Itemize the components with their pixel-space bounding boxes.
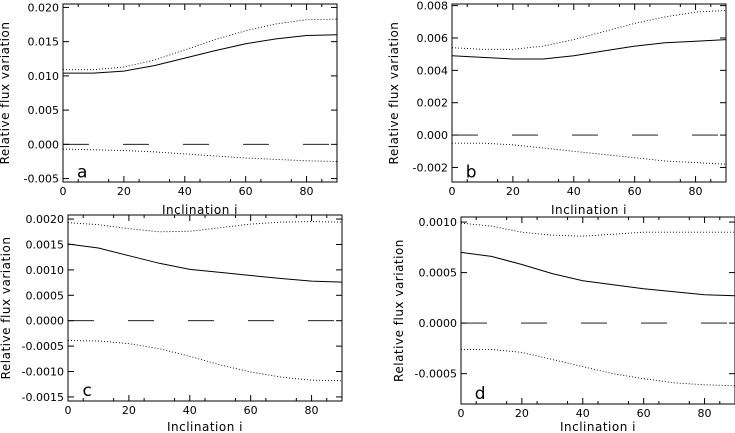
series-line-dotted: [63, 18, 338, 71]
y-tick-label: 0.0010: [419, 216, 458, 229]
y-tick-label: 0.004: [417, 64, 449, 77]
y-tick-label: 0.0000: [419, 317, 458, 330]
y-tick-label: 0.015: [28, 36, 60, 49]
y-tick-label: 0.002: [417, 97, 449, 110]
panel-b: 0 20 40 60 80 -0.002 0.000 0.002 0.004 0.006 0.008…: [387, 0, 727, 217]
x-tick-label: 60: [637, 407, 651, 420]
y-axis-label: Relative flux variation: [387, 22, 401, 165]
plot-frame: [451, 3, 727, 183]
y-tick-label: 0.005: [28, 104, 60, 117]
x-tick-label: 80: [689, 185, 703, 198]
series-line-dotted: [452, 142, 727, 165]
x-axis-label: Inclination i: [167, 420, 243, 433]
x-axis-label: Inclination i: [162, 203, 238, 217]
y-tick-label: 0.000: [417, 129, 449, 142]
panel-label: a: [77, 163, 87, 183]
plot-frame: [460, 216, 735, 405]
y-tick-label: -0.0015: [22, 391, 64, 404]
x-axis-label: Inclination i: [560, 420, 636, 433]
x-tick-label: 60: [244, 404, 258, 417]
x-tick-label: 0: [60, 185, 67, 198]
y-tick-label: 0.0005: [419, 267, 458, 280]
panel-a: 0 20 40 60 80 -0.005 0.000 0.005 0.010 0.015 0.020…: [0, 1, 338, 217]
y-tick-label: -0.0005: [22, 340, 64, 353]
x-tick-label: 20: [515, 407, 529, 420]
panel-label: d: [475, 384, 486, 404]
series-line-dotted: [62, 148, 338, 162]
x-tick-label: 40: [183, 404, 197, 417]
y-tick-label: 0.0005: [26, 289, 65, 302]
series-line-dotted: [460, 222, 735, 237]
plot-frame: [62, 3, 338, 183]
y-tick-label: 0.008: [417, 0, 449, 13]
x-tick-label: 0: [458, 407, 465, 420]
y-tick-label: 0.006: [417, 32, 449, 45]
series-line-solid: [63, 34, 338, 74]
x-tick-label: 40: [178, 185, 192, 198]
y-tick-label: 0.0010: [26, 264, 65, 277]
y-axis-label: Relative flux variation: [0, 237, 13, 380]
x-axis-label: Inclination i: [551, 203, 627, 217]
y-tick-label: -0.002: [413, 161, 448, 174]
x-tick-label: 40: [567, 185, 581, 198]
panel-d: 0 20 40 60 80 -0.0005 0.0000 0.0005 0.0010 Inclin…: [392, 216, 735, 433]
y-tick-label: -0.005: [24, 173, 59, 186]
panel-label: b: [466, 163, 477, 183]
x-tick-label: 60: [628, 185, 642, 198]
plot-frame: [67, 214, 343, 402]
series-line-solid: [451, 39, 727, 60]
x-tick-label: 40: [576, 407, 590, 420]
x-tick-label: 0: [449, 185, 456, 198]
y-axis-label: Relative flux variation: [392, 239, 406, 382]
panel-label: c: [83, 381, 92, 401]
x-tick-label: 60: [239, 185, 253, 198]
y-tick-label: 0.000: [28, 138, 60, 151]
x-tick-label: 80: [698, 407, 712, 420]
x-tick-label: 80: [300, 185, 314, 198]
y-tick-label: 0.0020: [26, 213, 65, 226]
series-line-dotted: [67, 221, 343, 233]
x-tick-label: 20: [122, 404, 136, 417]
y-tick-label: 0.020: [28, 1, 60, 14]
panel-c: 0 20 40 60 80 -0.0015 -0.0010 -0.0005 0.0000 0.00…: [0, 213, 343, 433]
y-tick-label: 0.0015: [26, 238, 65, 251]
y-tick-label: -0.0005: [415, 368, 457, 381]
x-tick-label: 20: [117, 185, 131, 198]
x-tick-label: 0: [65, 404, 72, 417]
y-tick-label: 0.010: [28, 70, 60, 83]
series-line-dotted: [67, 340, 343, 382]
y-tick-label: -0.0010: [22, 366, 64, 379]
x-tick-label: 80: [305, 404, 319, 417]
y-axis-label: Relative flux variation: [0, 22, 12, 165]
x-tick-label: 20: [506, 185, 520, 198]
series-line-dotted: [451, 10, 727, 50]
series-line-solid: [460, 251, 735, 297]
y-tick-label: 0.0000: [26, 315, 65, 328]
series-line-dotted: [461, 348, 735, 387]
series-line-solid: [67, 243, 343, 283]
